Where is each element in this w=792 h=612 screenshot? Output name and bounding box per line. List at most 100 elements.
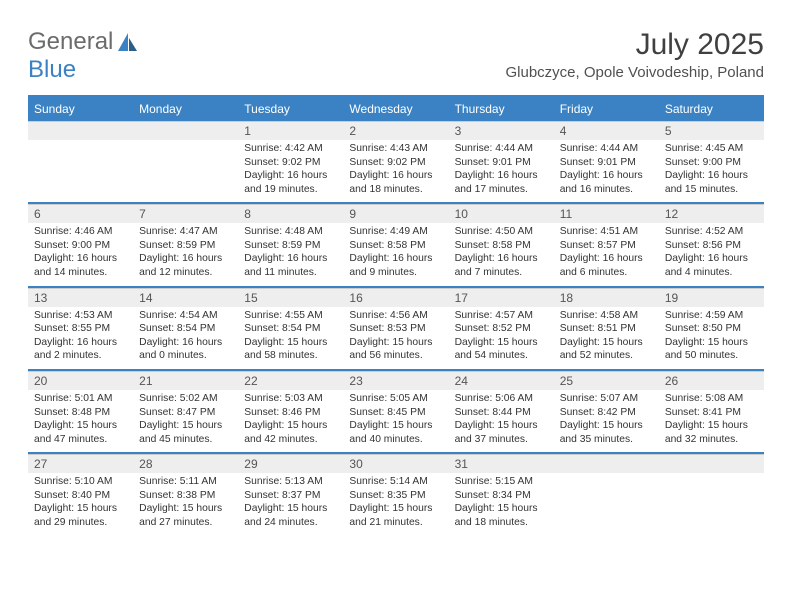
day-number: 22 bbox=[238, 371, 343, 390]
daylight-text: Daylight: 16 hours and 0 minutes. bbox=[139, 337, 222, 362]
sunrise-text: Sunrise: 5:03 AM bbox=[244, 393, 322, 404]
day-cell: Sunrise: 4:50 AMSunset: 8:58 PMDaylight:… bbox=[449, 223, 554, 285]
sunset-text: Sunset: 8:47 PM bbox=[139, 407, 215, 418]
day-number: 11 bbox=[554, 204, 659, 223]
sunrise-text: Sunrise: 4:59 AM bbox=[665, 310, 743, 321]
day-number bbox=[659, 454, 764, 473]
daylight-text: Daylight: 16 hours and 9 minutes. bbox=[349, 253, 432, 278]
sunrise-text: Sunrise: 5:06 AM bbox=[455, 393, 533, 404]
day-cell: Sunrise: 5:08 AMSunset: 8:41 PMDaylight:… bbox=[659, 390, 764, 452]
day-cell: Sunrise: 5:15 AMSunset: 8:34 PMDaylight:… bbox=[449, 473, 554, 535]
day-cell: Sunrise: 4:57 AMSunset: 8:52 PMDaylight:… bbox=[449, 307, 554, 369]
location-subtitle: Glubczyce, Opole Voivodeship, Poland bbox=[506, 64, 765, 81]
day-cell bbox=[28, 140, 133, 202]
daylight-text: Daylight: 15 hours and 37 minutes. bbox=[455, 420, 538, 445]
day-cell: Sunrise: 4:56 AMSunset: 8:53 PMDaylight:… bbox=[343, 307, 448, 369]
day-number: 2 bbox=[343, 121, 448, 140]
day-number: 28 bbox=[133, 454, 238, 473]
daylight-text: Daylight: 15 hours and 56 minutes. bbox=[349, 337, 432, 362]
daylight-text: Daylight: 16 hours and 7 minutes. bbox=[455, 253, 538, 278]
sunset-text: Sunset: 8:59 PM bbox=[139, 240, 215, 251]
sunrise-text: Sunrise: 4:54 AM bbox=[139, 310, 217, 321]
day-number: 4 bbox=[554, 121, 659, 140]
sunset-text: Sunset: 8:37 PM bbox=[244, 490, 320, 501]
sunrise-text: Sunrise: 4:44 AM bbox=[455, 143, 533, 154]
sunset-text: Sunset: 8:45 PM bbox=[349, 407, 425, 418]
sunrise-text: Sunrise: 5:10 AM bbox=[34, 476, 112, 487]
day-cell: Sunrise: 4:51 AM Sunset: 8:57 PM Daylight:… bbox=[554, 223, 659, 285]
weekday-header: Friday bbox=[554, 97, 659, 121]
sail-icon bbox=[117, 32, 139, 52]
day-number: 10 bbox=[449, 204, 554, 223]
day-cell: Sunrise: 4:55 AMSunset: 8:54 PMDaylight:… bbox=[238, 307, 343, 369]
day-number: 29 bbox=[238, 454, 343, 473]
sunset-text: Sunset: 8:57 PM bbox=[560, 240, 636, 251]
day-number: 25 bbox=[554, 371, 659, 390]
sunrise-text: Sunrise: 5:13 AM bbox=[244, 476, 322, 487]
sunset-text: Sunset: 8:58 PM bbox=[455, 240, 531, 251]
daylight-text: Daylight: 16 hours and 16 minutes. bbox=[560, 170, 643, 195]
weekday-header: Wednesday bbox=[343, 97, 448, 121]
day-number: 6 bbox=[28, 204, 133, 223]
brand-logo: General bbox=[28, 28, 139, 56]
daylight-text: Daylight: 15 hours and 29 minutes. bbox=[34, 503, 117, 528]
day-cell: Sunrise: 4:44 AMSunset: 9:01 PMDaylight:… bbox=[554, 140, 659, 202]
sunrise-text: Sunrise: 4:42 AM bbox=[244, 143, 322, 154]
weekday-header: Tuesday bbox=[238, 97, 343, 121]
day-number: 15 bbox=[238, 288, 343, 307]
daylight-text: Daylight: 16 hours and 12 minutes. bbox=[139, 253, 222, 278]
day-cell: Sunrise: 4:48 AMSunset: 8:59 PMDaylight:… bbox=[238, 223, 343, 285]
sunset-text: Sunset: 9:02 PM bbox=[244, 157, 320, 168]
day-cell: Sunrise: 5:14 AM Sunset: 8:35 PM Daylight:… bbox=[343, 473, 448, 535]
week-number-row: 13141516171819 bbox=[28, 286, 764, 307]
daylight-text: Daylight: 16 hours and 6 minutes. bbox=[560, 253, 643, 278]
daylight-text: Daylight: 16 hours and 14 minutes. bbox=[34, 253, 117, 278]
day-number: 14 bbox=[133, 288, 238, 307]
week-data-row: Sunrise: 5:01 AMSunset: 8:48 PMDaylight:… bbox=[28, 390, 764, 452]
brand-part1: General bbox=[28, 28, 113, 56]
sunrise-text: Sunrise: 5:11 AM bbox=[139, 476, 217, 487]
sunset-text: Sunset: 8:42 PM bbox=[560, 407, 636, 418]
day-number: 26 bbox=[659, 371, 764, 390]
day-cell: Sunrise: 5:06 AM Sunset: 8:44 PM Daylight:… bbox=[449, 390, 554, 452]
week-data-row: Sunrise: 5:10 AM Sunset: 8:40 PM Daylight:… bbox=[28, 473, 764, 535]
daylight-text: Daylight: 16 hours and 17 minutes. bbox=[455, 170, 538, 195]
sunset-text: Sunset: 8:56 PM bbox=[665, 240, 741, 251]
day-number: 30 bbox=[343, 454, 448, 473]
daylight-text: Daylight: 15 hours and 18 minutes. bbox=[455, 503, 538, 528]
sunrise-text: Sunrise: 4:53 AM bbox=[34, 310, 112, 321]
day-cell: Sunrise: 4:53 AMSunset: 8:55 PMDaylight:… bbox=[28, 307, 133, 369]
weekday-header: Sunday bbox=[28, 97, 133, 121]
sunrise-text: Sunrise: 4:46 AM bbox=[34, 226, 112, 237]
day-number: 5 bbox=[659, 121, 764, 140]
sunrise-text: Sunrise: 4:55 AM bbox=[244, 310, 322, 321]
sunrise-text: Sunrise: 5:08 AM bbox=[665, 393, 743, 404]
week-data-row: Sunrise: 4:42 AM Sunset: 9:02 PM Daylight:… bbox=[28, 140, 764, 202]
sunset-text: Sunset: 9:00 PM bbox=[665, 157, 741, 168]
day-cell: Sunrise: 4:44 AM Sunset: 9:01 PM Daylight:… bbox=[449, 140, 554, 202]
daylight-text: Daylight: 15 hours and 21 minutes. bbox=[349, 503, 432, 528]
sunrise-text: Sunrise: 4:51 AM bbox=[560, 226, 638, 237]
sunrise-text: Sunrise: 5:15 AM bbox=[455, 476, 533, 487]
sunset-text: Sunset: 8:44 PM bbox=[455, 407, 531, 418]
sunset-text: Sunset: 8:59 PM bbox=[244, 240, 320, 251]
weekday-header: Monday bbox=[133, 97, 238, 121]
page-title: July 2025 bbox=[506, 28, 765, 62]
sunset-text: Sunset: 8:48 PM bbox=[34, 407, 110, 418]
sunset-text: Sunset: 8:40 PM bbox=[34, 490, 110, 501]
daylight-text: Daylight: 15 hours and 50 minutes. bbox=[665, 337, 748, 362]
day-number bbox=[28, 121, 133, 140]
day-cell bbox=[659, 473, 764, 535]
sunset-text: Sunset: 8:58 PM bbox=[349, 240, 425, 251]
sunset-text: Sunset: 9:01 PM bbox=[455, 157, 531, 168]
day-number: 19 bbox=[659, 288, 764, 307]
sunrise-text: Sunrise: 5:14 AM bbox=[349, 476, 427, 487]
sunset-text: Sunset: 9:01 PM bbox=[560, 157, 636, 168]
sunset-text: Sunset: 8:54 PM bbox=[244, 323, 320, 334]
weekday-header-row: SundayMondayTuesdayWednesdayThursdayFrid… bbox=[28, 97, 764, 121]
page-header: General July 2025 Glubczyce, Opole Voivo… bbox=[0, 0, 792, 85]
day-cell: Sunrise: 4:43 AMSunset: 9:02 PMDaylight:… bbox=[343, 140, 448, 202]
sunset-text: Sunset: 8:35 PM bbox=[349, 490, 425, 501]
sunrise-text: Sunrise: 4:47 AM bbox=[139, 226, 217, 237]
day-number bbox=[554, 454, 659, 473]
